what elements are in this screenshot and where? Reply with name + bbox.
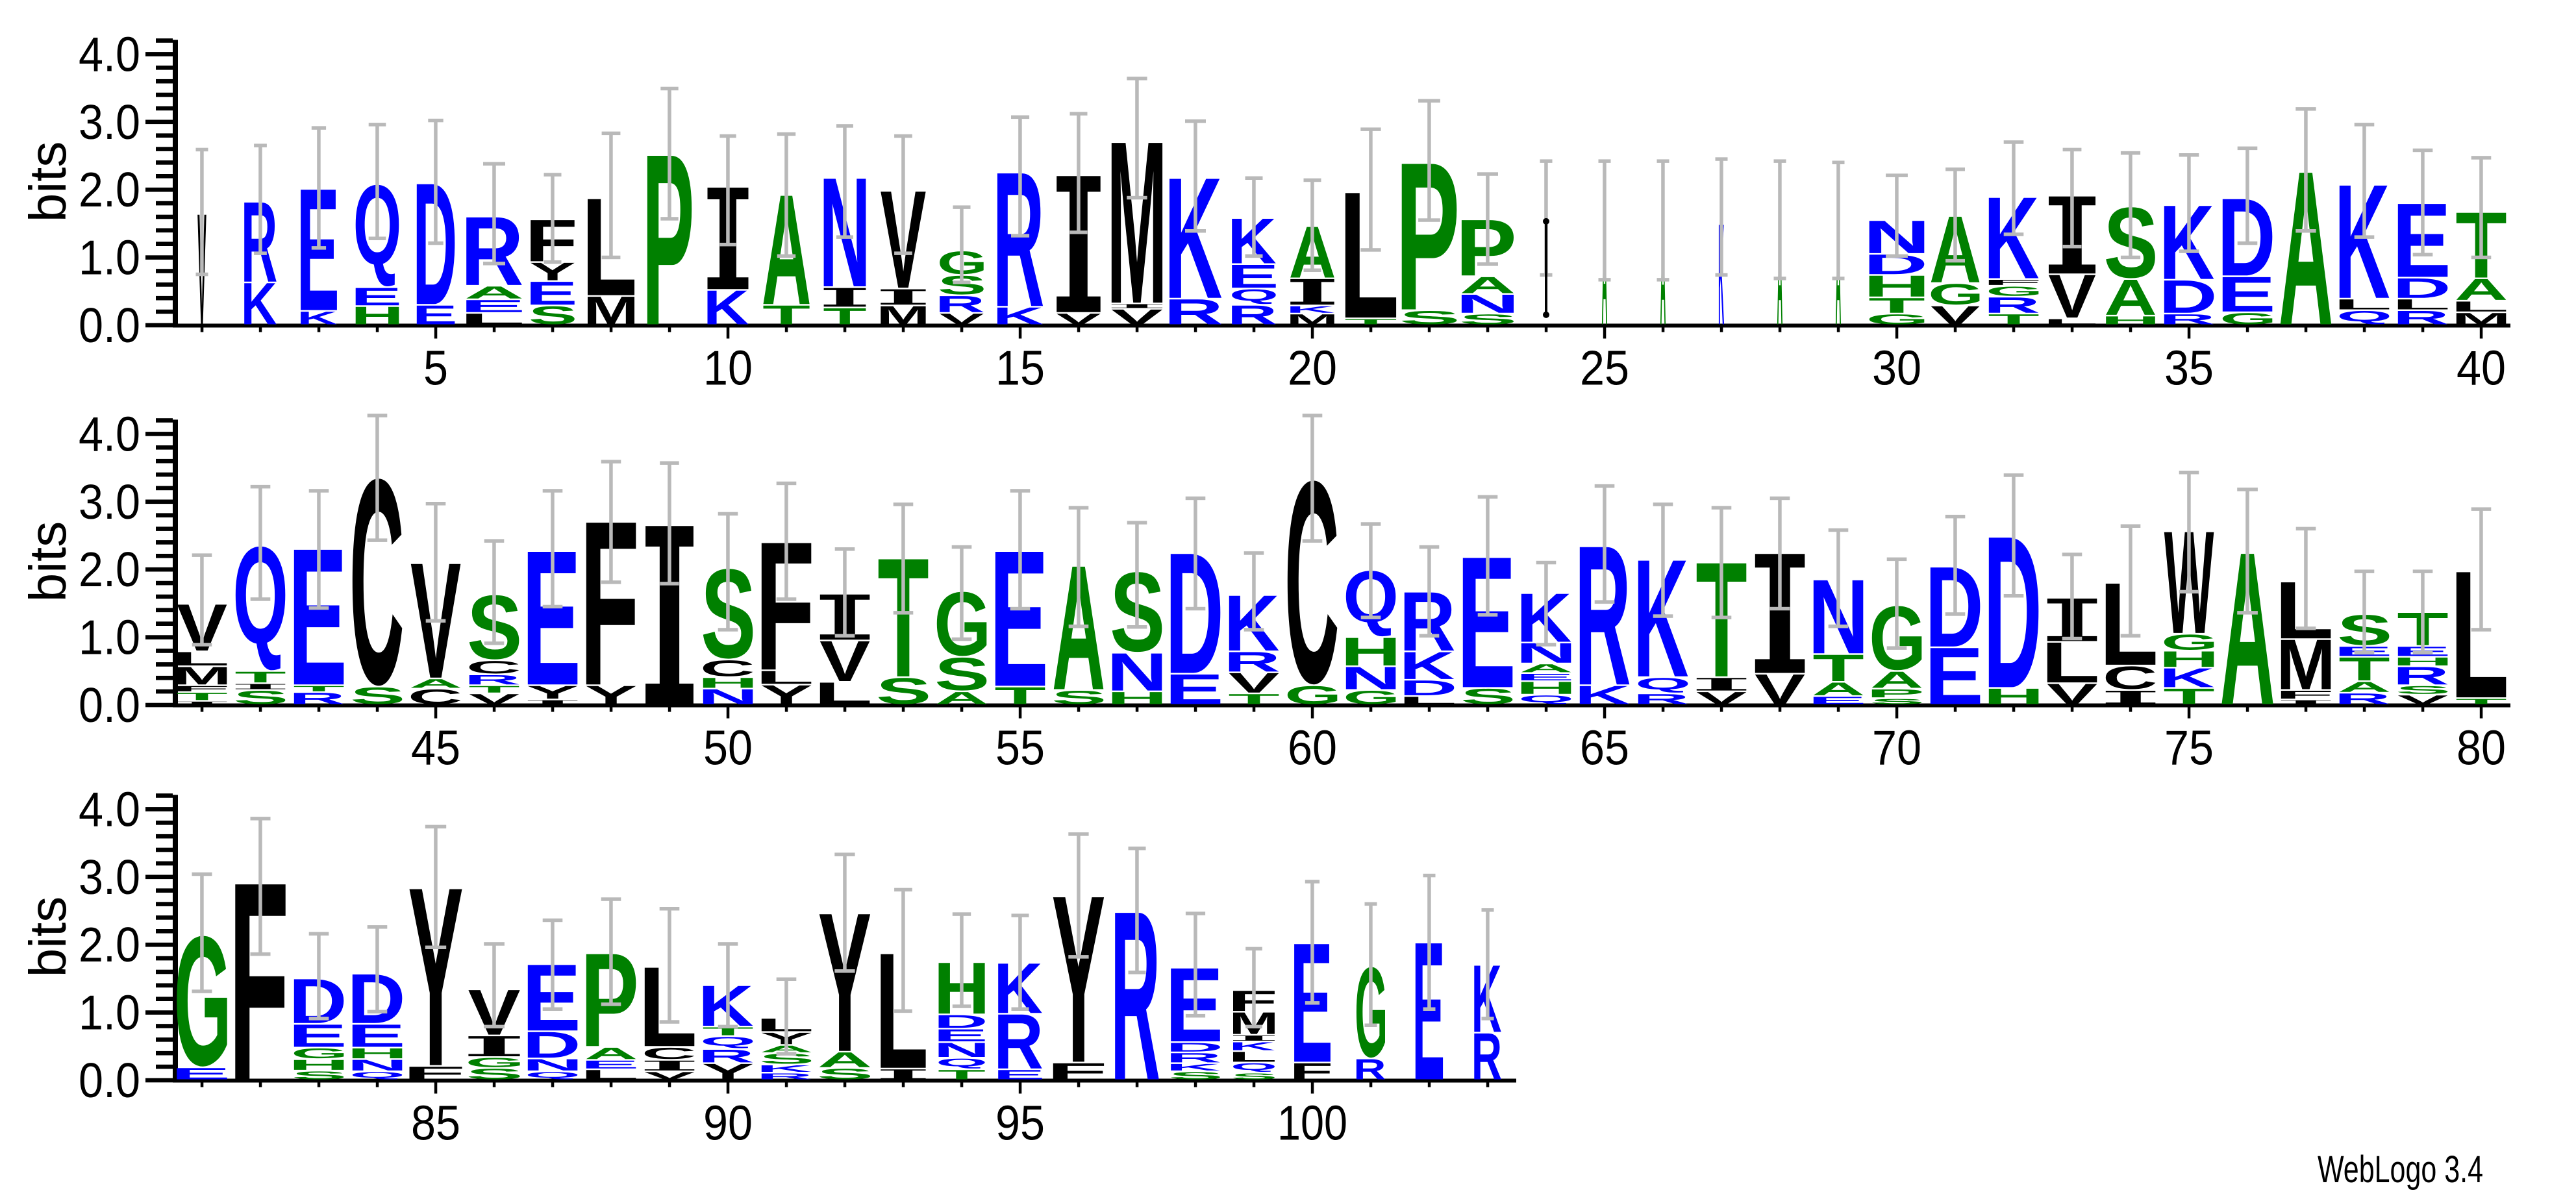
- svg-text:95: 95: [995, 1096, 1045, 1150]
- svg-text:4.0: 4.0: [79, 27, 140, 81]
- svg-text:bits: bits: [19, 897, 77, 978]
- svg-text:3.0: 3.0: [79, 95, 140, 149]
- svg-text:2.0: 2.0: [79, 917, 140, 972]
- svg-text:3.0: 3.0: [79, 475, 140, 529]
- svg-text:30: 30: [1872, 341, 1921, 395]
- svg-text:25: 25: [1580, 341, 1629, 395]
- svg-text:4.0: 4.0: [79, 406, 140, 461]
- svg-text:bits: bits: [19, 142, 77, 223]
- svg-text:0.0: 0.0: [79, 298, 140, 353]
- svg-text:15: 15: [995, 341, 1045, 395]
- svg-text:75: 75: [2164, 721, 2214, 775]
- svg-text:2.0: 2.0: [79, 542, 140, 597]
- svg-text:50: 50: [703, 721, 753, 775]
- svg-text:5: 5: [423, 341, 448, 395]
- svg-text:100: 100: [1277, 1096, 1347, 1150]
- svg-text:2.0: 2.0: [79, 162, 140, 217]
- svg-text:3.0: 3.0: [79, 850, 140, 904]
- svg-text:60: 60: [1288, 721, 1337, 775]
- svg-text:10: 10: [703, 341, 753, 395]
- svg-text:bits: bits: [19, 521, 77, 602]
- svg-text:65: 65: [1580, 721, 1629, 775]
- svg-text:55: 55: [995, 721, 1045, 775]
- svg-text:90: 90: [703, 1096, 753, 1150]
- svg-text:1.0: 1.0: [79, 985, 140, 1040]
- svg-text:WebLogo 3.4: WebLogo 3.4: [2318, 1148, 2483, 1190]
- svg-text:1.0: 1.0: [79, 610, 140, 665]
- svg-text:80: 80: [2457, 721, 2506, 775]
- svg-text:1.0: 1.0: [79, 230, 140, 285]
- svg-text:45: 45: [411, 721, 460, 775]
- svg-text:85: 85: [411, 1096, 460, 1150]
- svg-text:20: 20: [1288, 341, 1337, 395]
- svg-text:40: 40: [2457, 341, 2506, 395]
- svg-text:35: 35: [2164, 341, 2214, 395]
- svg-text:0.0: 0.0: [79, 678, 140, 732]
- svg-text:4.0: 4.0: [79, 782, 140, 836]
- svg-text:0.0: 0.0: [79, 1053, 140, 1108]
- svg-text:70: 70: [1872, 721, 1921, 775]
